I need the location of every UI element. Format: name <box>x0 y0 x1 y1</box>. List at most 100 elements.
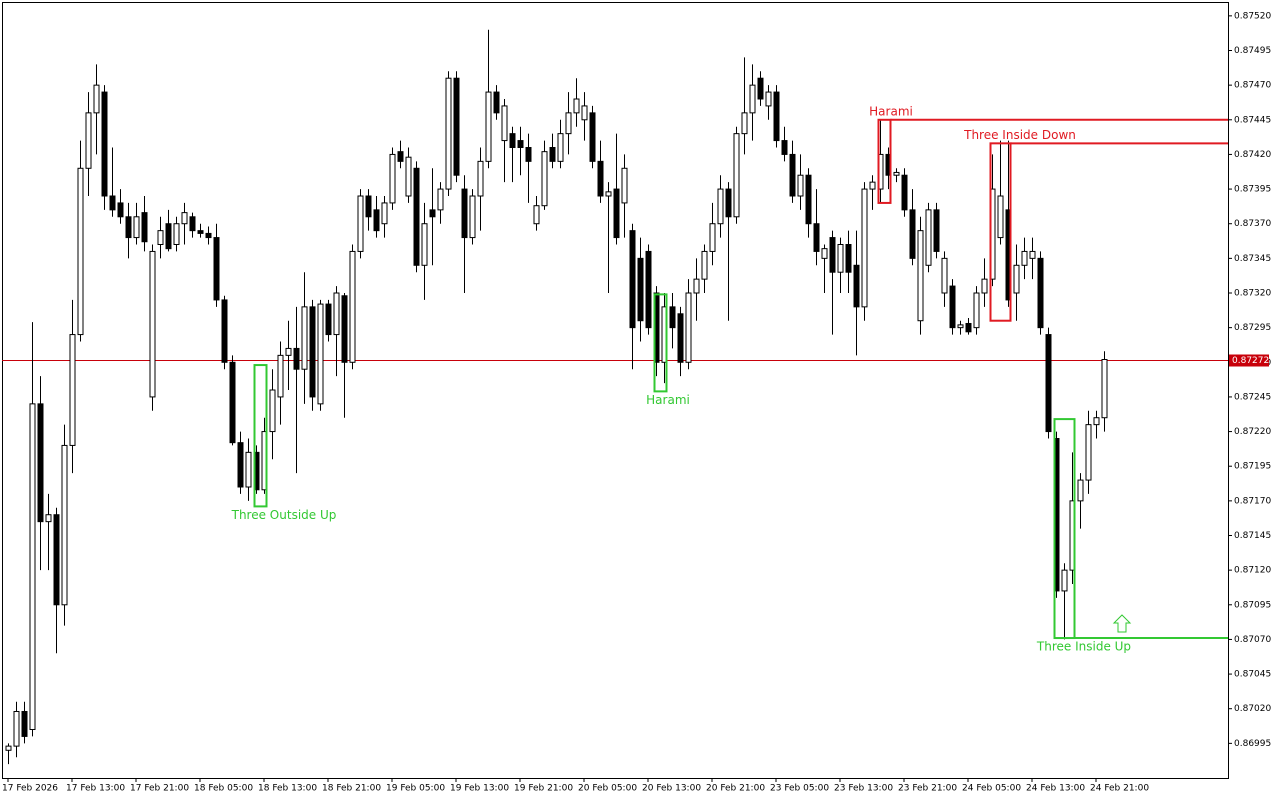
candle-body <box>93 84 100 114</box>
candle-body <box>605 191 612 197</box>
candle-body <box>333 292 340 336</box>
candle-body <box>109 195 116 211</box>
candle-body <box>685 292 692 363</box>
candle-body <box>893 171 900 176</box>
candle-body <box>77 167 84 336</box>
candle-body <box>869 181 876 190</box>
x-tick-label: 18 Feb 05:00 <box>194 784 253 794</box>
candle-body <box>397 151 404 162</box>
candle-body <box>341 295 348 363</box>
candle-body <box>725 188 732 218</box>
pattern-label: Three Inside Up <box>1036 640 1131 654</box>
candle-body <box>85 112 92 169</box>
y-tick-label: 0.87470 <box>1234 81 1271 91</box>
y-tick-label: 0.87445 <box>1234 115 1271 125</box>
candle-body <box>901 174 908 211</box>
candle-body <box>1077 479 1084 502</box>
x-tick-label: 19 Feb 13:00 <box>450 784 509 794</box>
candle-body <box>829 237 836 273</box>
x-tick-label: 19 Feb 05:00 <box>386 784 445 794</box>
y-tick-label: 0.87495 <box>1234 46 1271 56</box>
candle-body <box>325 303 332 336</box>
candle-body <box>613 188 620 239</box>
candle-body <box>237 442 244 488</box>
x-tick-label: 18 Feb 21:00 <box>322 784 381 794</box>
candle-body <box>549 147 556 162</box>
candle-body <box>797 174 804 197</box>
pattern-box <box>253 364 268 508</box>
x-tick-label: 20 Feb 13:00 <box>642 784 701 794</box>
candle-body <box>269 389 276 433</box>
candle-body <box>909 209 916 259</box>
candle-body <box>525 147 532 162</box>
y-tick-label: 0.87345 <box>1234 254 1271 264</box>
candle-body <box>181 212 188 225</box>
candle-body <box>1061 569 1068 592</box>
candle-body <box>461 188 468 239</box>
candle-body <box>389 153 396 204</box>
candle-body <box>349 250 356 363</box>
candle-body <box>53 514 60 606</box>
candle-body <box>949 285 956 329</box>
candle-body <box>477 160 484 197</box>
y-tick-label: 0.87420 <box>1234 150 1271 160</box>
candle-body <box>597 160 604 197</box>
candle-body <box>29 403 36 730</box>
candle-body <box>1101 359 1108 419</box>
candle-body <box>373 209 380 232</box>
candle-body <box>533 205 540 225</box>
candle-body <box>629 230 636 329</box>
pattern-label: Three Inside Down <box>963 128 1076 142</box>
candle-body <box>21 710 28 737</box>
buy-arrow <box>1112 614 1132 633</box>
y-tick-label: 0.87120 <box>1234 566 1271 576</box>
pattern-box <box>989 142 1012 322</box>
candle-body <box>133 216 140 239</box>
candle-body <box>421 223 428 266</box>
candle-body <box>997 195 1004 239</box>
candle-body <box>925 209 932 266</box>
candle-body <box>429 209 436 218</box>
pattern-box <box>653 293 668 393</box>
y-tick-label: 0.87095 <box>1234 600 1271 610</box>
y-tick-label: 0.87020 <box>1234 704 1271 714</box>
candle-body <box>701 250 708 280</box>
y-tick-label: 0.87145 <box>1234 531 1271 541</box>
candle-body <box>149 250 156 398</box>
candle-body <box>61 444 68 606</box>
candle-body <box>861 188 868 308</box>
pattern-box <box>1053 418 1076 640</box>
candle-body <box>221 299 228 363</box>
candle-body <box>1045 334 1052 433</box>
candle-body <box>365 195 372 218</box>
candle-body <box>101 91 108 197</box>
candle-body <box>413 167 420 266</box>
candle-body <box>813 223 820 252</box>
x-tick-label: 17 Feb 13:00 <box>66 784 125 794</box>
candle-body <box>13 710 20 747</box>
candle-body <box>917 230 924 322</box>
candle-body <box>277 354 284 398</box>
candle-body <box>1029 250 1036 259</box>
candle-body <box>437 188 444 211</box>
candle-body <box>781 140 788 155</box>
y-tick-label: 0.87370 <box>1234 219 1271 229</box>
candle-body <box>693 278 700 294</box>
pattern-box <box>877 118 892 204</box>
candle-body <box>589 112 596 162</box>
pattern-label: Harami <box>869 104 913 118</box>
candle-body <box>493 91 500 114</box>
y-tick-label: 0.87220 <box>1234 427 1271 437</box>
current-price-label: 0.87272 <box>1232 356 1269 366</box>
y-tick-label: 0.87295 <box>1234 323 1271 333</box>
candle-body <box>285 347 292 356</box>
candle-body <box>965 322 972 333</box>
x-tick-label: 19 Feb 21:00 <box>514 784 573 794</box>
candle-body <box>173 223 180 245</box>
candle-body <box>805 174 812 225</box>
candle-body <box>981 278 988 294</box>
candle-body <box>45 514 52 523</box>
candle-body <box>957 324 964 329</box>
candle-body <box>245 451 252 488</box>
